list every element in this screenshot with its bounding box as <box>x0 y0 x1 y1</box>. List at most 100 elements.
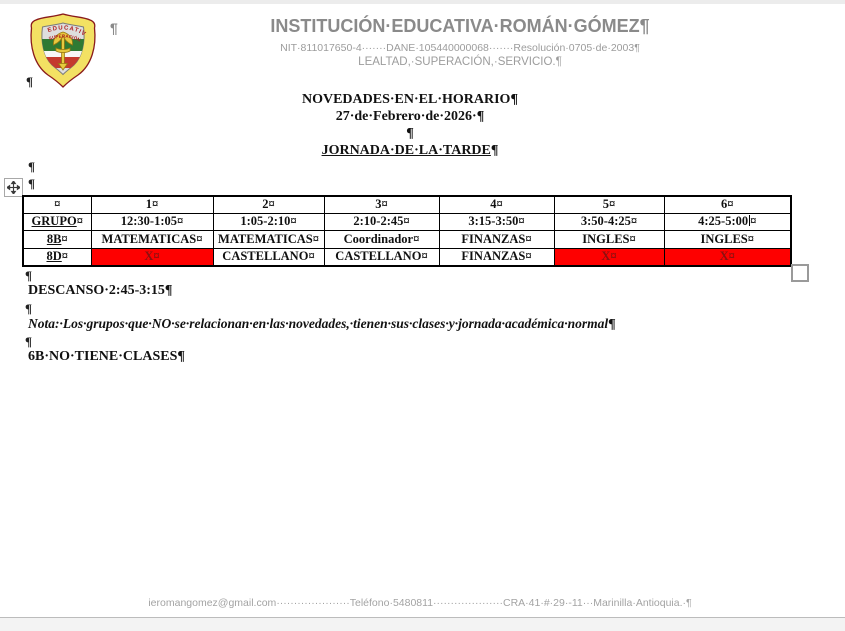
table-cell[interactable]: 4:25-5:00 ¤ <box>663 212 792 231</box>
footer-email: ieromangomez@gmail.com <box>148 597 277 609</box>
table-cell[interactable]: MATEMATICAS¤ <box>90 229 214 249</box>
cell-end-mark: ¤ <box>525 249 532 264</box>
cell-end-mark: ¤ <box>525 231 532 246</box>
cell-end-mark: ¤ <box>177 214 184 228</box>
table-cell[interactable]: Coordinador¤ <box>323 229 440 249</box>
cell-end-mark: ¤ <box>290 214 297 228</box>
table-cell[interactable]: FINANZAS¤ <box>438 229 555 249</box>
footer-address: CRA·41·#·29·-11···Marinilla·Antioquia.· <box>502 597 687 609</box>
notice-jornada: JORNADA·DE·LA·TARDE¶ <box>321 143 499 158</box>
svg-text:SUPERACIÓN: SUPERACIÓN <box>48 33 82 43</box>
cell-end-mark: ¤ <box>54 197 61 212</box>
cell-end-mark: ¤ <box>308 249 315 264</box>
empty-paragraph-mark: ¶ <box>26 74 34 89</box>
page-bottom-edge <box>0 617 845 631</box>
table-cell[interactable]: 3¤ <box>323 195 440 214</box>
cell-end-mark: ¤ <box>750 214 757 228</box>
table-cell[interactable]: 4¤ <box>438 195 555 214</box>
empty-paragraph-mark: ¶ <box>110 20 118 36</box>
notice-block: NOVEDADES·EN·EL·HORARIO¶ 27·de·Febrero·d… <box>60 91 760 159</box>
pilcrow-mark: ¶ <box>639 16 650 36</box>
cell-end-mark: ¤ <box>153 249 160 264</box>
table-resize-handle[interactable] <box>791 264 809 282</box>
descanso-line: DESCANSO·2:45-3:15¶ <box>28 283 173 298</box>
empty-paragraph-mark: ¶ <box>25 334 33 349</box>
footer-leader: ···················· <box>433 597 503 609</box>
table-cell-cancelled[interactable]: X¤ <box>663 247 792 267</box>
cell-end-mark: ¤ <box>630 214 638 228</box>
cell-end-mark: ¤ <box>61 231 68 246</box>
empty-paragraph-mark: ¶ <box>28 176 36 191</box>
table-cell[interactable]: INGLES¤ <box>663 229 792 249</box>
table-cell[interactable]: 5¤ <box>553 195 665 214</box>
cell-end-mark: ¤ <box>747 231 754 246</box>
table-cell[interactable]: 1¤ <box>90 195 214 214</box>
notice-date: 27·de·Febrero·de·2026·¶ <box>335 109 485 124</box>
footer-leader: ····················· <box>276 597 350 609</box>
cell-end-mark: ¤ <box>609 197 616 212</box>
pilcrow-mark: ¶ <box>177 349 185 364</box>
cell-end-mark: ¤ <box>496 197 503 212</box>
page-top-edge <box>0 0 845 4</box>
table-row-8b: 8B¤ MATEMATICAS¤ MATEMATICAS¤ Coordinado… <box>22 229 792 249</box>
cell-end-mark: ¤ <box>728 249 735 264</box>
table-cell[interactable]: 2:10-2:45¤ <box>323 212 440 231</box>
table-cell-cancelled[interactable]: X¤ <box>553 247 665 267</box>
empty-paragraph-mark: ¶ <box>406 126 414 141</box>
table-cell[interactable]: CASTELLANO¤ <box>323 247 440 267</box>
cell-end-mark: ¤ <box>61 249 69 264</box>
table-cell[interactable]: 12:30-1:05¤ <box>90 212 214 231</box>
move-arrows-icon <box>7 181 20 194</box>
cell-end-mark: ¤ <box>413 231 420 246</box>
table-cell[interactable]: 2¤ <box>212 195 325 214</box>
institution-header: INSTITUCIÓN·EDUCATIVA·ROMÁN·GÓMEZ¶ NIT·8… <box>120 14 800 69</box>
pilcrow-mark: ¶ <box>510 92 519 107</box>
crest-caduceus-emblem <box>53 31 73 71</box>
pilcrow-mark: ¶ <box>686 597 692 609</box>
table-cell-cancelled[interactable]: X¤ <box>90 247 214 267</box>
empty-paragraph-mark: ¶ <box>25 268 33 283</box>
cell-end-mark: ¤ <box>518 214 525 228</box>
pilcrow-mark: ¶ <box>555 56 562 68</box>
table-cell[interactable]: 1:05-2:10¤ <box>212 212 325 231</box>
no-classes-line: 6B·NO·TIENE·CLASES¶ <box>28 349 185 364</box>
cell-end-mark: ¤ <box>381 197 388 212</box>
footer-phone: Teléfono·5480811 <box>349 597 434 609</box>
cell-end-mark: ¤ <box>403 214 410 228</box>
crest-text-mid: SUPERACIÓN <box>48 33 82 43</box>
table-cell[interactable]: 3:15-3:50¤ <box>438 212 555 231</box>
table-cell[interactable]: 3:50-4:25¤ <box>553 212 665 231</box>
cell-end-mark: ¤ <box>196 231 203 246</box>
pilcrow-mark: ¶ <box>476 109 485 124</box>
cell-end-mark: ¤ <box>629 231 636 246</box>
institution-motto-line: LEALTAD,·SUPERACIÓN,·SERVICIO.¶ <box>358 56 562 68</box>
pilcrow-mark: ¶ <box>164 283 173 298</box>
cell-end-mark: ¤ <box>76 214 83 228</box>
school-crest-logo: EDUCATIVA SUPERACIÓN <box>26 12 96 88</box>
text-cursor <box>749 215 751 226</box>
institution-nit-line: NIT·811017650-4·······DANE·105440000068·… <box>280 42 640 54</box>
table-cell[interactable]: GRUPO¤ <box>22 212 92 231</box>
table-move-handle[interactable] <box>4 178 23 197</box>
table-row-periods: ¤ 1¤ 2¤ 3¤ 4¤ 5¤ 6¤ <box>22 195 792 214</box>
table-cell[interactable]: INGLES¤ <box>553 229 665 249</box>
table-cell[interactable]: 6¤ <box>663 195 792 214</box>
pilcrow-mark: ¶ <box>490 143 499 158</box>
table-cell[interactable]: MATEMATICAS¤ <box>212 229 325 249</box>
cell-end-mark: ¤ <box>268 197 275 212</box>
table-cell[interactable]: 8D¤ <box>22 247 92 267</box>
notice-title: NOVEDADES·EN·EL·HORARIO¶ <box>301 92 519 107</box>
table-cell[interactable]: FINANZAS¤ <box>438 247 555 267</box>
cell-end-mark: ¤ <box>727 197 734 212</box>
table-cell[interactable]: CASTELLANO¤ <box>212 247 325 267</box>
table-cell[interactable]: ¤ <box>22 195 92 214</box>
nota-line: Nota:·Los·grupos·que·NO·se·relacionan·en… <box>28 316 616 332</box>
schedule-table[interactable]: ¤ 1¤ 2¤ 3¤ 4¤ 5¤ 6¤ GRUPO¤ 12:30-1:05¤ 1… <box>22 195 792 267</box>
institution-title: INSTITUCIÓN·EDUCATIVA·ROMÁN·GÓMEZ¶ <box>270 16 650 36</box>
table-cell[interactable]: 8B¤ <box>22 229 92 249</box>
footer-contact-line: ieromangomez@gmail.com··················… <box>10 597 830 609</box>
empty-paragraph-mark: ¶ <box>28 159 36 174</box>
cell-end-mark: ¤ <box>421 249 428 264</box>
cell-end-mark: ¤ <box>152 197 159 212</box>
